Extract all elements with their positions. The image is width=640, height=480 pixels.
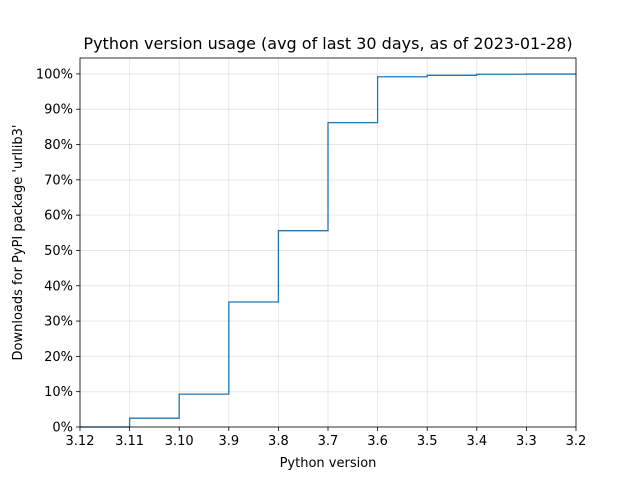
- x-tick-label: 3.11: [115, 434, 144, 449]
- chart-title: Python version usage (avg of last 30 day…: [83, 34, 572, 53]
- series-layer: [80, 73, 577, 428]
- y-tick-label: 100%: [36, 67, 73, 82]
- x-tick-label: 3.5: [417, 434, 438, 449]
- x-axis-ticks: 3.12 3.11 3.10 3.9 3.8 3.7 3.6 3.5 3.4 3.3 3.2: [66, 427, 587, 449]
- grid-lines: [79, 58, 577, 428]
- y-tick-label: 0%: [52, 421, 73, 436]
- x-tick-label: 3.8: [268, 434, 289, 449]
- y-tick-label: 20%: [44, 350, 73, 365]
- y-tick-label: 90%: [44, 103, 73, 118]
- y-axis-label: Downloads for PyPI package 'urllib3': [11, 125, 26, 361]
- x-axis-label: Python version: [280, 456, 377, 471]
- y-axis-ticks: 0% 10% 20% 30% 40% 50% 60% 70% 80% 90% 100%: [36, 67, 80, 436]
- x-tick-label: 3.12: [66, 434, 95, 449]
- x-tick-label: 3.10: [165, 434, 194, 449]
- x-tick-label: 3.3: [516, 434, 537, 449]
- y-tick-label: 30%: [44, 315, 73, 330]
- x-tick-label: 3.4: [466, 434, 487, 449]
- x-tick-label: 3.9: [218, 434, 239, 449]
- x-tick-label: 3.7: [318, 434, 339, 449]
- x-tick-label: 3.6: [367, 434, 388, 449]
- y-tick-label: 50%: [44, 244, 73, 259]
- series-line: [80, 73, 577, 428]
- y-tick-label: 60%: [44, 209, 73, 224]
- y-tick-label: 80%: [44, 138, 73, 153]
- y-tick-label: 40%: [44, 279, 73, 294]
- x-tick-label: 3.2: [566, 434, 587, 449]
- y-tick-label: 10%: [44, 385, 73, 400]
- y-tick-label: 70%: [44, 173, 73, 188]
